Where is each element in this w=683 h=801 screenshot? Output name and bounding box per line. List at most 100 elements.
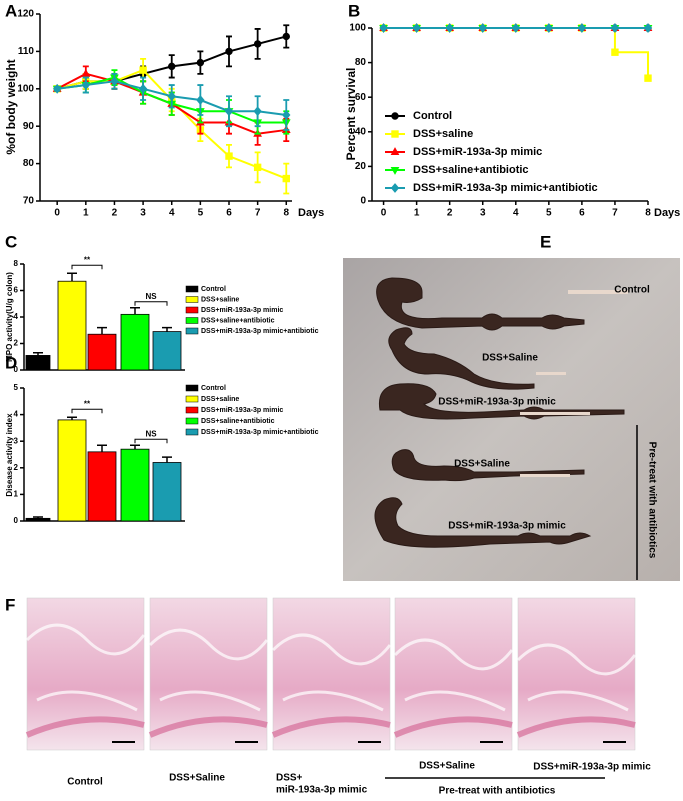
y-axis-label: Percent survival bbox=[344, 68, 358, 161]
panel-letter: F bbox=[5, 595, 15, 614]
error-bar bbox=[67, 272, 77, 282]
x-tick-label: 2 bbox=[112, 208, 118, 219]
caption: DSS+Saline bbox=[419, 761, 475, 772]
caption: DSS+Saline bbox=[169, 773, 225, 784]
muscle-layer bbox=[393, 716, 513, 738]
legend-label: DSS+miR-193a-3p mimic bbox=[413, 146, 542, 158]
error-bar bbox=[130, 306, 140, 315]
photo-label: DSS+Saline bbox=[454, 459, 510, 470]
colon-tissue bbox=[374, 277, 625, 548]
marker bbox=[167, 91, 176, 102]
y-tick-label: 3 bbox=[14, 436, 19, 445]
x-tick-label: 7 bbox=[255, 208, 261, 219]
tissue-fold bbox=[25, 623, 146, 712]
legend-label: Control bbox=[201, 286, 226, 293]
legend-marker bbox=[390, 147, 400, 156]
y-tick-label: 80 bbox=[23, 158, 35, 169]
muscle-layer bbox=[516, 716, 636, 738]
marker bbox=[577, 23, 587, 33]
legend-swatch bbox=[185, 395, 199, 403]
y-axis-label: %of body weight bbox=[4, 59, 18, 154]
marker bbox=[643, 23, 653, 33]
caption: DSS+miR-193a-3p mimic bbox=[533, 762, 651, 773]
caption: miR-193a-3p mimic bbox=[276, 785, 368, 796]
marker bbox=[253, 106, 262, 117]
bar bbox=[152, 462, 182, 522]
y-tick-label: 60 bbox=[355, 92, 367, 103]
marker bbox=[445, 23, 454, 33]
legend-marker bbox=[390, 183, 400, 193]
bar bbox=[57, 419, 87, 522]
tissue-fold bbox=[393, 638, 514, 712]
panel-f: F Control DSS+Saline DSS+miR-193a-3p mimic… bbox=[5, 595, 651, 796]
y-tick-label: 6 bbox=[14, 286, 19, 295]
y-tick-label: 2 bbox=[14, 339, 19, 348]
marker bbox=[81, 80, 90, 90]
panel-letter: D bbox=[5, 353, 17, 372]
caption: DSS+ bbox=[276, 773, 303, 784]
legend-label: DSS+miR-193a-3p mimic bbox=[201, 307, 283, 314]
legend-label: DSS+miR-193a-3p mimic bbox=[201, 407, 283, 414]
marker bbox=[253, 40, 262, 48]
legend-label: DSS+miR-193a-3p mimic+antibiotic bbox=[413, 182, 598, 194]
marker bbox=[224, 106, 234, 117]
y-tick-label: 4 bbox=[14, 410, 19, 419]
y-tick-label: 8 bbox=[14, 259, 19, 268]
y-tick-label: 0 bbox=[14, 365, 19, 374]
caption: Control bbox=[67, 777, 103, 788]
error-bar bbox=[67, 416, 77, 420]
x-tick-label: 3 bbox=[480, 208, 486, 219]
group-label: Pre-treat with antibiotics bbox=[439, 786, 556, 797]
x-tick-label: 1 bbox=[83, 208, 89, 219]
y-tick-label: 20 bbox=[355, 161, 367, 172]
x-tick-label: 5 bbox=[546, 208, 552, 219]
muscle-layer bbox=[271, 716, 391, 738]
x-tick-label: 6 bbox=[226, 208, 232, 219]
bar bbox=[25, 517, 51, 522]
photo-label: DSS+Saline bbox=[482, 353, 538, 364]
panel-letter: B bbox=[348, 1, 360, 20]
marker bbox=[611, 48, 619, 56]
photo-label: Control bbox=[614, 285, 650, 296]
tissue-fold bbox=[271, 633, 392, 712]
legend-label: DSS+saline bbox=[413, 128, 473, 140]
x-tick-label: 4 bbox=[169, 208, 175, 219]
legend-label: DSS+saline+antibiotic bbox=[413, 164, 529, 176]
legend-swatch bbox=[185, 327, 199, 335]
legend-swatch bbox=[185, 306, 199, 314]
photo-label: DSS+miR-193a-3p mimic bbox=[438, 397, 556, 408]
marker bbox=[196, 95, 205, 105]
x-axis-label: Days bbox=[298, 207, 324, 219]
legend-label: DSS+saline bbox=[201, 296, 239, 303]
y-tick-label: 80 bbox=[355, 57, 367, 68]
y-tick-label: 100 bbox=[349, 23, 366, 34]
error-bar bbox=[97, 326, 107, 335]
y-tick-label: 5 bbox=[14, 383, 19, 392]
panel-e: E Control DSS+Saline DSS+miR-193a-3p mimic… bbox=[343, 232, 680, 581]
photo-label: DSS+miR-193a-3p mimic bbox=[448, 521, 566, 532]
y-axis-label: Disease activity index bbox=[5, 413, 14, 497]
series-line bbox=[383, 27, 649, 79]
marker bbox=[282, 32, 290, 41]
muscle-layer bbox=[148, 716, 268, 738]
x-tick-label: 5 bbox=[198, 208, 204, 219]
group-label: Pre-treat with antibiotics bbox=[646, 442, 657, 559]
y-tick-label: 110 bbox=[18, 46, 35, 57]
significance-label: ** bbox=[84, 399, 91, 408]
legend-marker bbox=[391, 112, 399, 120]
marker bbox=[282, 110, 291, 120]
marker bbox=[282, 174, 290, 183]
legend-label: Control bbox=[201, 385, 226, 392]
legend-marker bbox=[390, 166, 400, 175]
x-tick-label: 8 bbox=[283, 208, 289, 219]
significance-bracket bbox=[71, 408, 103, 414]
legend-label: DSS+saline bbox=[201, 396, 239, 403]
marker bbox=[412, 23, 421, 33]
bar bbox=[120, 448, 150, 522]
marker bbox=[225, 47, 233, 56]
marker bbox=[53, 83, 62, 94]
marker bbox=[253, 163, 262, 172]
tissue-fold bbox=[148, 628, 269, 712]
x-axis-label: Days bbox=[654, 207, 680, 219]
